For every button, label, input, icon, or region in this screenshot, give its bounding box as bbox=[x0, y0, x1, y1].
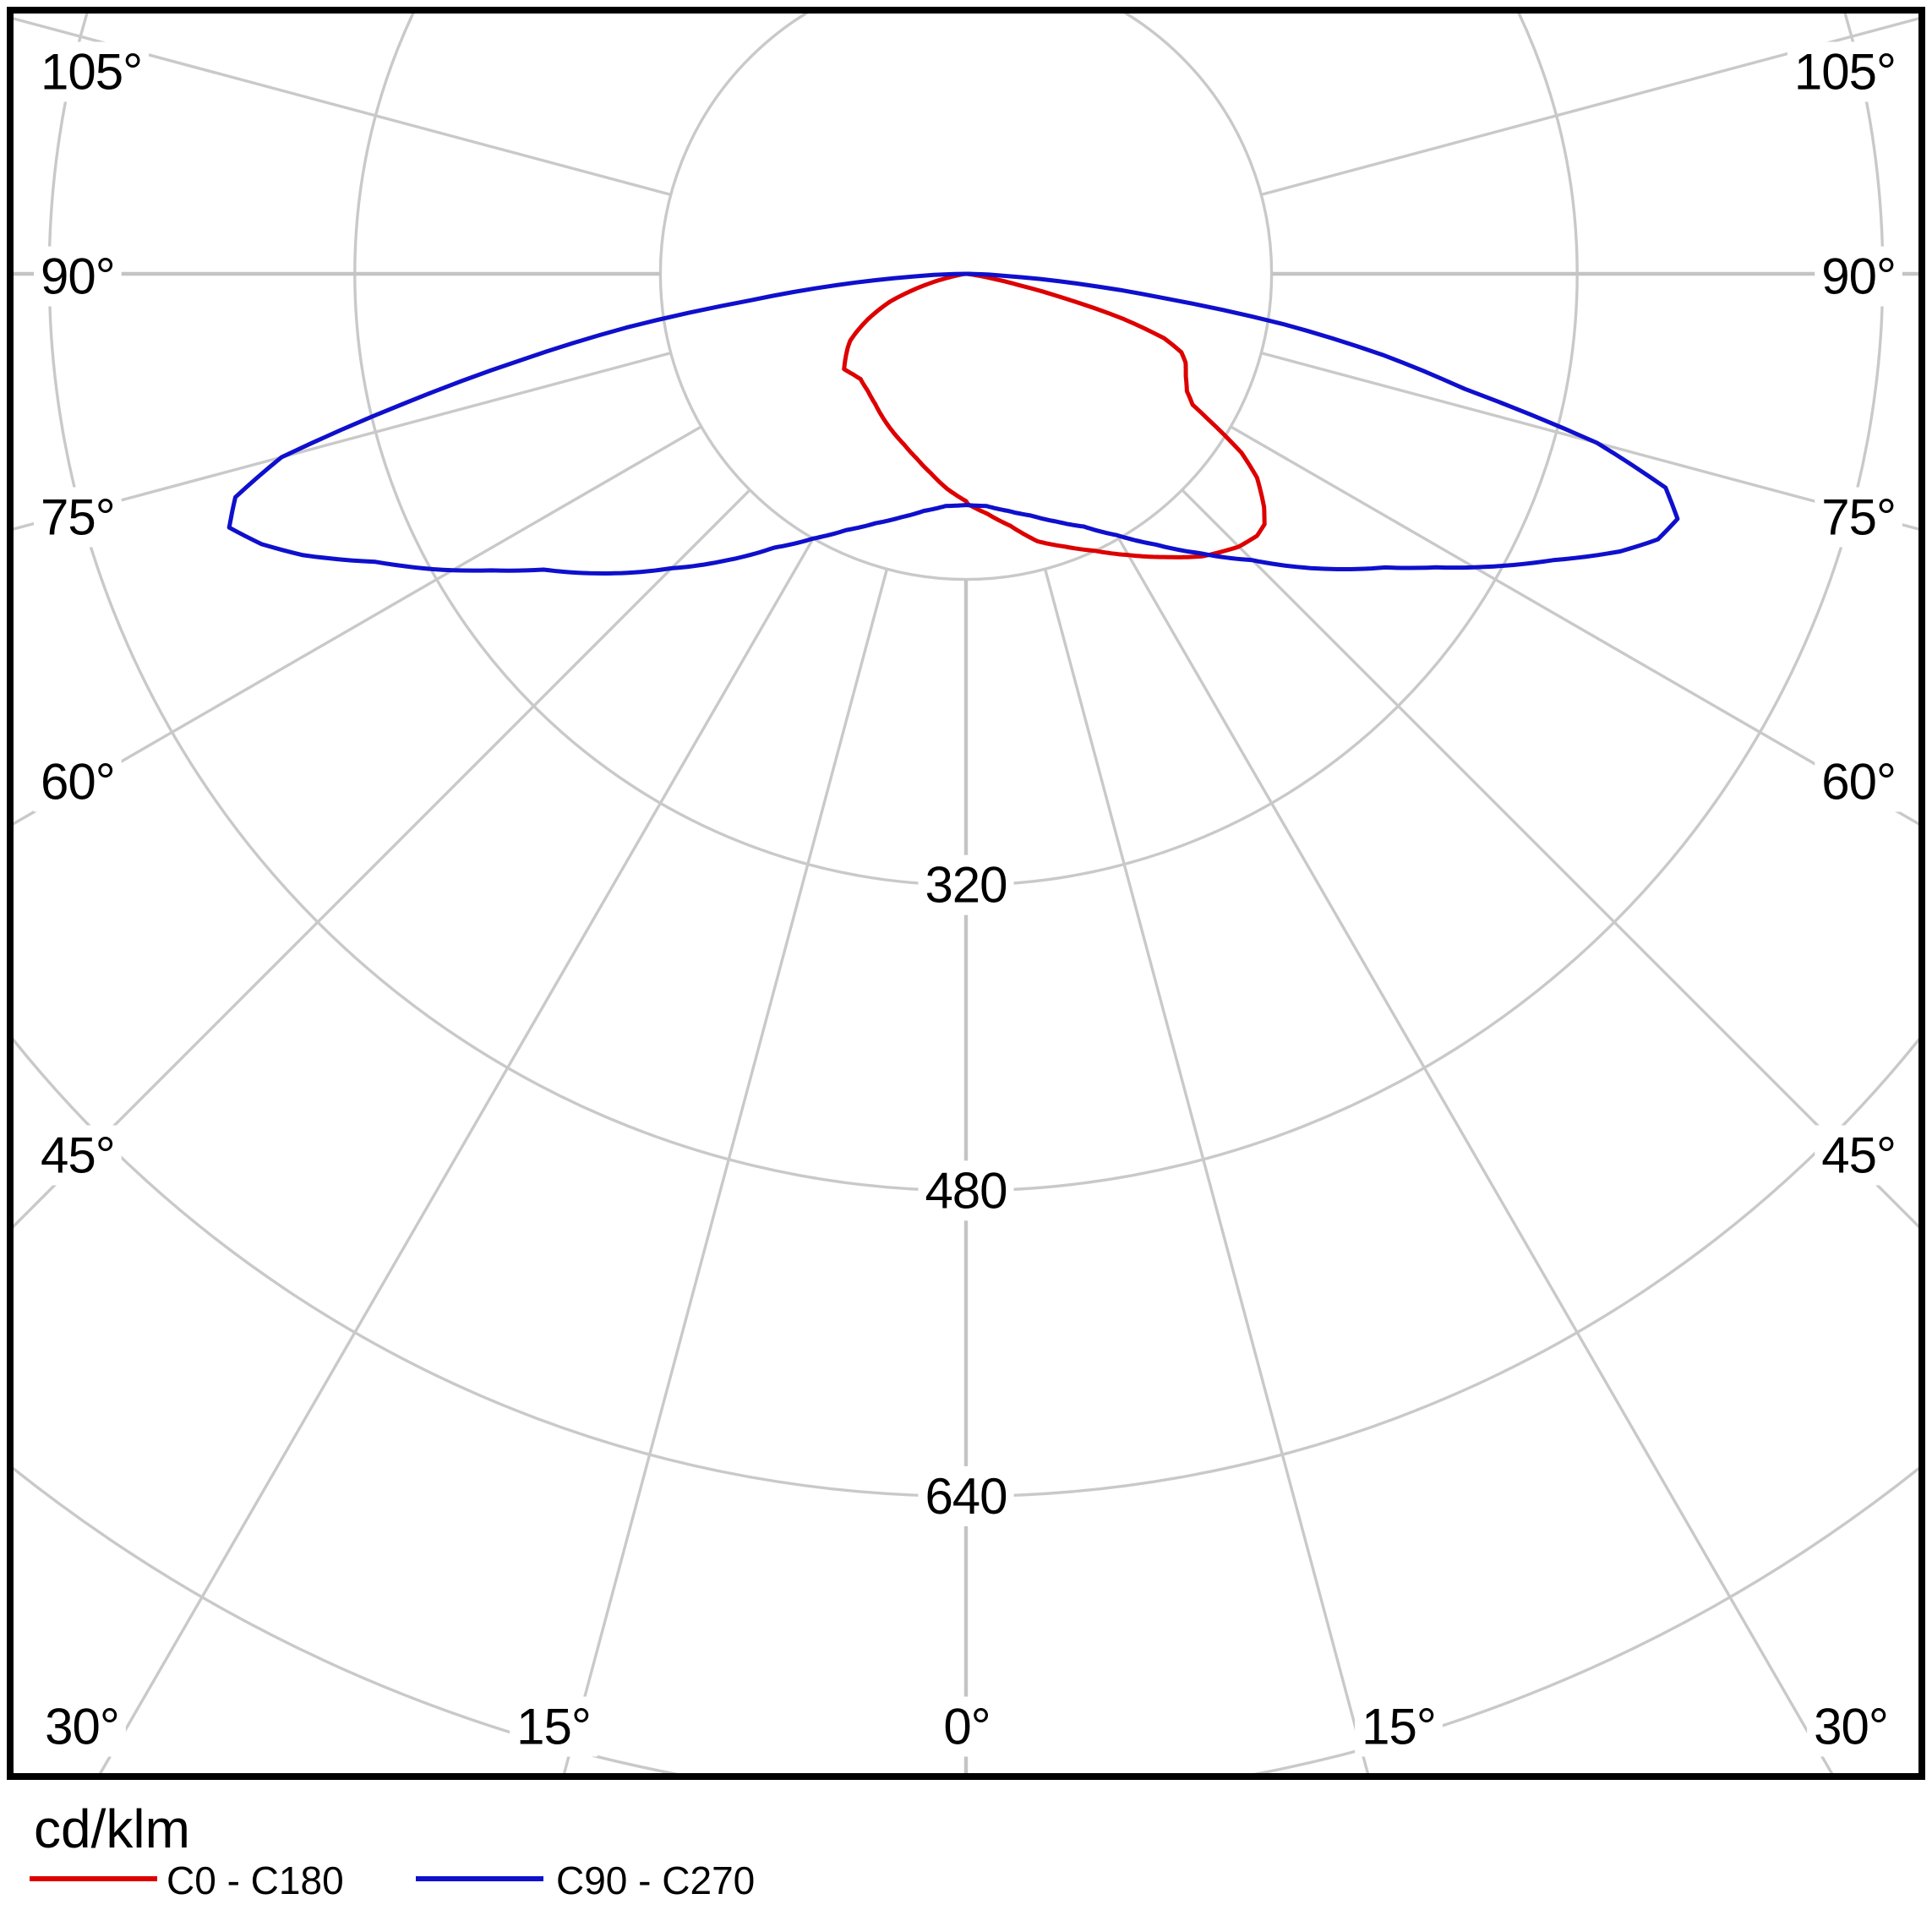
angle-label-13-90: 90° bbox=[1821, 248, 1896, 305]
angle-label-2-75-bg bbox=[34, 487, 122, 548]
grid-spoke-r105 bbox=[1260, 17, 1918, 197]
angle-label-0-105: 105° bbox=[41, 44, 142, 101]
angle-label-1-90-bg bbox=[34, 246, 122, 307]
angle-label-8-15: 15° bbox=[1362, 1699, 1436, 1755]
radius-label-640-bg bbox=[918, 1465, 1014, 1526]
grid-spoke-r30 bbox=[1117, 538, 1834, 1773]
grid-spoke-l60 bbox=[14, 425, 702, 826]
angle-label-12-75-bg bbox=[1815, 487, 1902, 548]
grid-spoke-l45 bbox=[14, 488, 751, 1229]
curves bbox=[226, 271, 1680, 576]
grid-spoke-r60 bbox=[1230, 425, 1918, 826]
radius-label-480-bg bbox=[918, 1160, 1014, 1221]
angle-label-5-30-bg bbox=[38, 1696, 126, 1757]
legend-label-c0-c180: C0 - C180 bbox=[166, 1858, 344, 1902]
grid-spoke-l105 bbox=[14, 17, 672, 197]
chart-border bbox=[7, 7, 1925, 1780]
angle-label-7-0-bg bbox=[936, 1696, 997, 1757]
angle-label-4-45: 45° bbox=[41, 1127, 115, 1184]
grid-spoke-r75 bbox=[1260, 351, 1918, 531]
curve-c90-c270 bbox=[226, 271, 1680, 576]
angle-label-6-15-bg bbox=[510, 1696, 598, 1757]
angle-label-12-75: 75° bbox=[1821, 489, 1896, 546]
radius-label-480: 480 bbox=[925, 1162, 1007, 1219]
angle-label-1-90: 90° bbox=[41, 248, 115, 305]
radius-label-320-bg bbox=[918, 854, 1014, 915]
angle-label-11-60-bg bbox=[1815, 751, 1902, 812]
angle-label-11-60: 60° bbox=[1821, 754, 1896, 810]
angle-label-14-105: 105° bbox=[1794, 44, 1896, 101]
angle-label-10-45: 45° bbox=[1821, 1127, 1896, 1184]
angle-label-5-30: 30° bbox=[45, 1699, 119, 1755]
angle-label-2-75: 75° bbox=[41, 489, 115, 546]
angle-label-9-30: 30° bbox=[1814, 1699, 1888, 1755]
angle-label-8-15-bg bbox=[1355, 1696, 1443, 1757]
legend-label-c90-c270: C90 - C270 bbox=[556, 1858, 756, 1902]
axis-labels: 105° 90° 75° 60° 45° 30° 15° 0° 15° 30° 45° 60° 75° 9… bbox=[34, 41, 1902, 1757]
angle-label-3-60: 60° bbox=[41, 754, 115, 810]
legend-units-label: cd/klm bbox=[34, 1798, 190, 1859]
angle-label-14-105-bg bbox=[1787, 41, 1902, 102]
angle-label-4-45-bg bbox=[34, 1125, 122, 1186]
angle-label-13-90-bg bbox=[1815, 246, 1902, 307]
angle-label-0-105-bg bbox=[34, 41, 150, 102]
legend-swatch-c90-c270 bbox=[416, 1876, 543, 1881]
angle-label-6-15: 15° bbox=[516, 1699, 591, 1755]
angle-label-3-60-bg bbox=[34, 751, 122, 812]
angle-label-7-0: 0° bbox=[943, 1699, 990, 1755]
angle-label-10-45-bg bbox=[1815, 1125, 1902, 1186]
radius-label-320: 320 bbox=[925, 857, 1007, 914]
legend-swatch-c0-c180 bbox=[30, 1876, 157, 1881]
grid-spoke-r45 bbox=[1181, 488, 1918, 1229]
grid-spoke-l30 bbox=[98, 538, 815, 1773]
radius-label-640: 640 bbox=[925, 1468, 1007, 1525]
angle-label-9-30-bg bbox=[1807, 1696, 1895, 1757]
